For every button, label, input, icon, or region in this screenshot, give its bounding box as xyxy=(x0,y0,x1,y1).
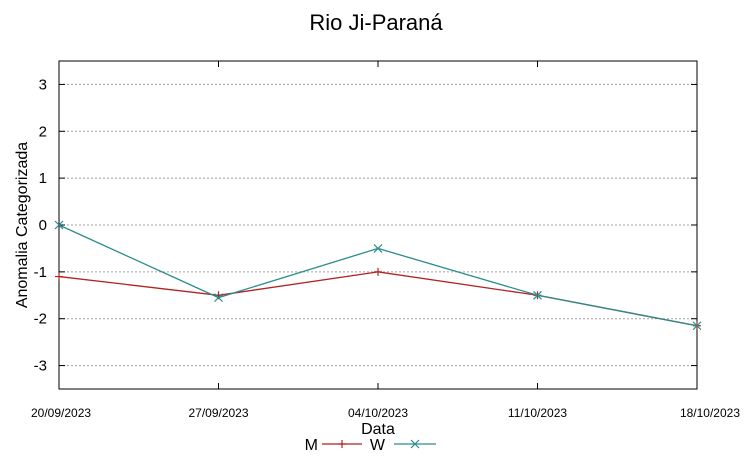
x-axis-ticks: 20/09/2023 27/09/2023 04/10/2023 11/10/2023… xyxy=(31,61,740,420)
x-tick-label: 11/10/2023 xyxy=(508,406,567,420)
data-point-w xyxy=(533,290,542,300)
legend-marker-w xyxy=(410,439,420,449)
x-axis-label: Data xyxy=(361,421,395,438)
y-axis-label: Anomalia Categorizada xyxy=(14,142,31,308)
data-point-m xyxy=(374,267,382,276)
plot-area-frame xyxy=(58,60,698,390)
chart-title: Rio Ji-Paraná xyxy=(309,10,443,35)
y-tick-label: 0 xyxy=(39,217,47,234)
legend-marker-m xyxy=(338,440,346,448)
x-tick-label: 04/10/2023 xyxy=(348,406,408,420)
series-lines xyxy=(54,220,702,331)
y-tick-label: -3 xyxy=(34,358,47,375)
series-line-m xyxy=(58,271,698,327)
data-point-m xyxy=(55,272,63,281)
x-tick-label: 18/10/2023 xyxy=(680,406,740,420)
y-tick-label: 2 xyxy=(39,123,47,140)
y-axis-ticks: 3 2 1 0 -1 -2 -3 xyxy=(34,76,697,375)
x-tick-label: 27/09/2023 xyxy=(188,406,248,420)
data-point-w xyxy=(692,321,702,331)
data-point-w xyxy=(214,293,223,303)
legend-label-m: M xyxy=(305,437,318,454)
legend-label-w: W xyxy=(370,437,386,454)
data-point-w xyxy=(373,244,383,253)
y-tick-label: 1 xyxy=(39,170,47,187)
y-tick-label: -1 xyxy=(34,264,47,281)
x-tick-label: 20/09/2023 xyxy=(31,406,91,420)
data-point-w xyxy=(54,220,64,230)
y-tick-label: 3 xyxy=(39,76,47,93)
y-tick-label: -2 xyxy=(34,311,47,328)
grid-lines xyxy=(59,83,697,367)
